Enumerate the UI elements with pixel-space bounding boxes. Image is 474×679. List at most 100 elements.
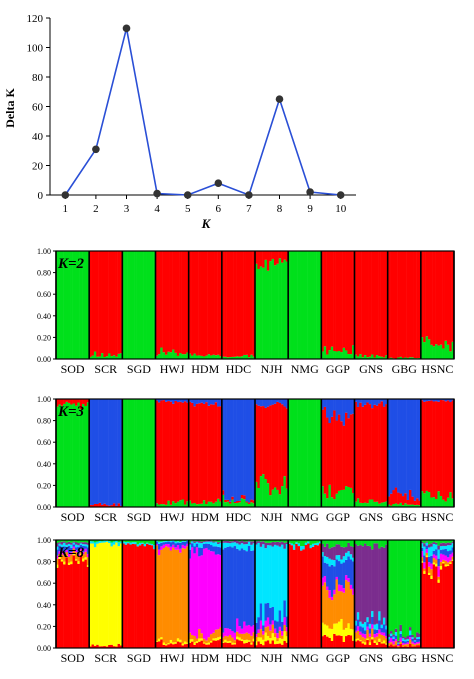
admixture-bar-segment	[285, 408, 289, 489]
admixture-bar-segment	[411, 251, 414, 358]
admixture-bar-segment	[451, 552, 455, 557]
admixture-bar-segment	[278, 542, 282, 547]
admixture-bar-segment	[404, 357, 407, 359]
admixture-bar-segment	[425, 541, 429, 543]
admixture-bar-segment	[354, 540, 358, 545]
admixture-bar-segment	[60, 559, 64, 562]
admixture-bar-segment	[96, 251, 99, 357]
admixture-bar-segment	[209, 501, 213, 507]
admixture-bar-segment	[205, 540, 208, 542]
admixture-bar-segment	[345, 540, 348, 548]
admixture-bar-segment	[247, 640, 251, 642]
admixture-bar-segment	[404, 399, 407, 494]
admixture-bar-segment	[411, 641, 414, 644]
admixture-bar-segment	[221, 637, 225, 642]
admixture-bar-segment	[347, 540, 351, 543]
admixture-bar-segment	[198, 547, 201, 557]
admixture-bar-segment	[302, 546, 305, 550]
admixture-bar-segment	[423, 543, 426, 547]
admixture-bar-segment	[153, 545, 156, 550]
admixture-bar-segment	[138, 545, 142, 648]
admixture-bar-segment	[155, 545, 159, 641]
admixture-bar-segment	[283, 259, 287, 359]
admixture-bar-segment	[408, 630, 412, 636]
admixture-bar-segment	[375, 636, 379, 643]
admixture-bar-segment	[266, 617, 270, 627]
admixture-bar-segment	[366, 545, 369, 618]
admixture-bar-segment	[359, 354, 362, 359]
admixture-bar-segment	[349, 354, 353, 359]
admixture-bar-segment	[373, 540, 377, 544]
admixture-bar-segment	[390, 637, 393, 643]
admixture-bar-segment	[269, 638, 272, 644]
admixture-bar-segment	[352, 345, 355, 359]
admixture-bar-segment	[105, 399, 109, 506]
admixture-bar-segment	[368, 546, 372, 624]
admixture-bar-segment	[394, 641, 398, 646]
admixture-bar-segment	[356, 356, 360, 359]
admixture-bar-segment	[423, 546, 426, 556]
admixture-bar-segment	[191, 251, 194, 356]
admixture-bar-segment	[70, 540, 73, 543]
admixture-bar-segment	[340, 635, 343, 648]
admixture-bar-segment	[394, 632, 398, 636]
admixture-bar-segment	[413, 399, 417, 501]
admixture-bar-segment	[58, 553, 61, 557]
admixture-bar-segment	[273, 540, 277, 543]
admixture-bar-segment	[93, 503, 97, 507]
admixture-bar-segment	[328, 628, 332, 638]
admixture-bar-segment	[371, 637, 374, 640]
admixture-bar-segment	[328, 637, 332, 648]
admixture-bar-segment	[378, 356, 381, 359]
delta-k-point	[61, 191, 70, 199]
admixture-bar-segment	[413, 640, 417, 642]
admixture-bar-segment	[207, 543, 211, 550]
admixture-bar-segment	[226, 540, 230, 543]
admixture-bar-segment	[77, 402, 80, 507]
admixture-bar-segment	[300, 550, 303, 648]
admixture-bar-segment	[288, 542, 291, 544]
admixture-bar-segment	[356, 640, 360, 648]
admixture-bar-segment	[247, 624, 251, 634]
admixture-bar-segment	[392, 504, 396, 507]
admixture-bar-segment	[418, 641, 422, 644]
admixture-bar-segment	[63, 555, 66, 562]
admixture-bar-segment	[207, 549, 211, 638]
admixture-bar-segment	[103, 399, 106, 504]
admixture-bar-segment	[375, 629, 379, 634]
admixture-bar-segment	[264, 259, 268, 359]
admixture-bar-segment	[366, 638, 369, 641]
admixture-bar-segment	[295, 399, 298, 507]
admixture-bar-segment	[172, 403, 175, 502]
admixture-bar-segment	[427, 540, 431, 545]
admixture-bar-segment	[437, 399, 441, 402]
admixture-bar-segment	[278, 540, 282, 543]
admixture-bar-segment	[86, 544, 90, 548]
admixture-bar-segment	[397, 251, 400, 358]
admixture-bar-segment	[70, 544, 73, 548]
admixture-bar-segment	[157, 540, 161, 542]
admixture-bar-segment	[425, 549, 429, 553]
admixture-bar-segment	[359, 502, 362, 507]
admixture-bar-segment	[103, 540, 106, 543]
admixture-bar-segment	[418, 399, 422, 501]
admixture-bar-segment	[179, 401, 182, 501]
admixture-bar-segment	[56, 549, 59, 556]
admixture-bar-segment	[193, 399, 197, 407]
admixture-bar-segment	[363, 638, 367, 643]
admixture-bar-segment	[195, 541, 199, 542]
admixture-bar-segment	[169, 550, 173, 640]
admixture-bar-segment	[342, 562, 346, 589]
admixture-bar-segment	[404, 493, 407, 504]
admixture-bar-segment	[361, 503, 365, 507]
admixture-bar-segment	[219, 542, 223, 548]
admixture-bar-segment	[373, 640, 377, 643]
admixture-bar-segment	[127, 541, 130, 544]
admixture-bar-segment	[271, 640, 275, 648]
admixture-bar-segment	[112, 503, 116, 507]
admixture-bar-segment	[257, 268, 260, 359]
admixture-bar-segment	[328, 548, 332, 559]
admixture-bar-segment	[363, 540, 367, 544]
admixture-bar-segment	[425, 336, 429, 359]
